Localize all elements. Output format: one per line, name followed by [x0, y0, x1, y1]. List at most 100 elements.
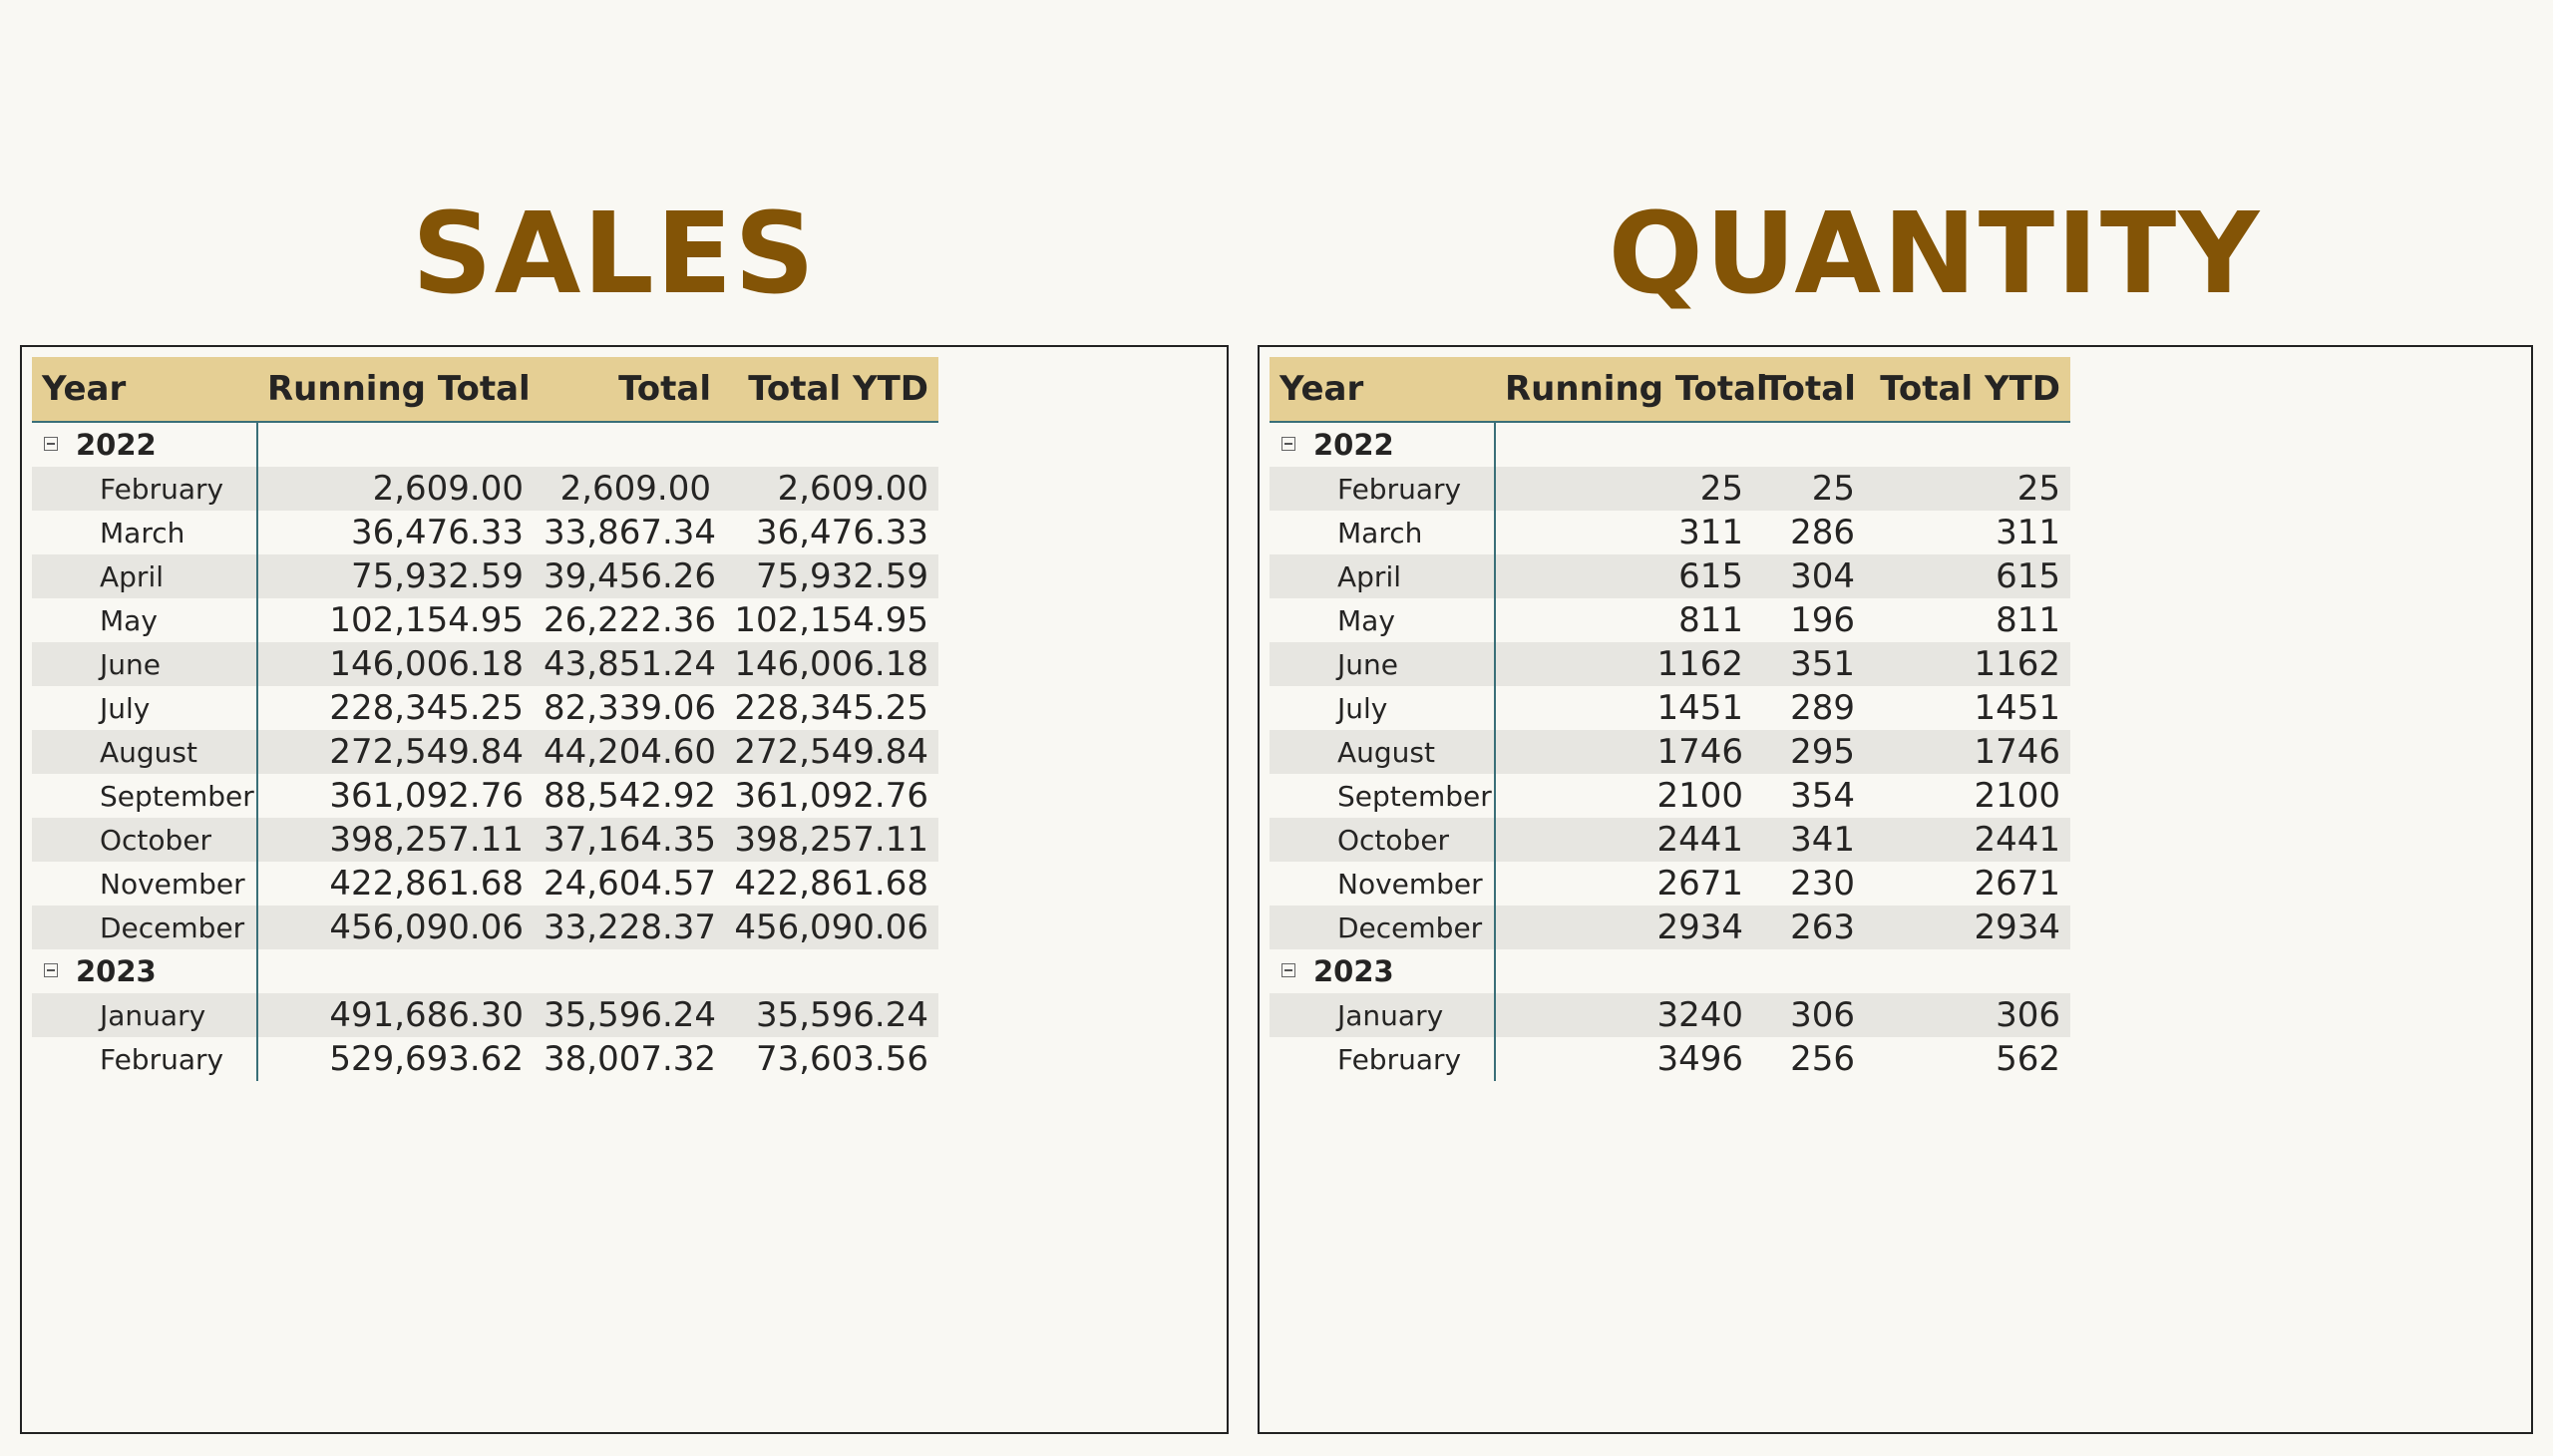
collapse-icon[interactable]: [1281, 437, 1295, 451]
value-cell-total-ytd: 811: [1996, 600, 2060, 640]
value-cell-running-total: 3240: [1495, 993, 1753, 1037]
month-label: May: [1270, 598, 1496, 642]
table-row: March 36,476.33 33,867.34 36,476.33: [32, 511, 938, 554]
table-row: September 361,092.76 88,542.92 361,092.76: [32, 774, 938, 818]
value-cell-total: 37,164.35: [534, 818, 721, 862]
value-cell-total: 351: [1753, 642, 1865, 686]
value-cell-running-total: 491,686.30: [257, 993, 534, 1037]
month-label: June: [1270, 642, 1496, 686]
year-subtotal-cell: [721, 949, 938, 993]
table-row: October 398,257.11 37,164.35 398,257.11: [32, 818, 938, 862]
value-cell-running-total: 2441: [1495, 818, 1753, 862]
value-cell-total-ytd: 36,476.33: [755, 513, 928, 552]
year-label: 2023: [1313, 954, 1394, 988]
month-label: January: [32, 993, 258, 1037]
value-cell-running-total: 361,092.76: [329, 776, 524, 816]
year-label: 2022: [1313, 428, 1394, 462]
value-cell-running-total: 25: [1495, 467, 1753, 511]
table-row: February 25 25 25: [1270, 467, 2070, 511]
table-row: April 75,932.59 39,456.26 75,932.59: [32, 554, 938, 598]
value-cell-total-ytd: 2671: [1974, 864, 2060, 904]
value-cell-total-ytd: 361,092.76: [734, 776, 928, 816]
month-label: February: [1270, 1037, 1496, 1081]
year-subtotal-cell: [534, 949, 721, 993]
value-cell-running-total: 456,090.06: [257, 906, 534, 949]
table-row: October 2441 341 2441: [1270, 818, 2070, 862]
column-header-year[interactable]: Year: [1270, 357, 1495, 423]
value-cell-total-ytd: 2,609.00: [721, 467, 938, 511]
value-cell-running-total: 36,476.33: [350, 513, 524, 552]
year-subtotal-cell: [1495, 422, 1753, 467]
year-subtotal-cell: [257, 422, 534, 467]
value-cell-total-ytd: 422,861.68: [734, 864, 928, 904]
month-label: July: [1270, 686, 1496, 730]
year-subtotal-cell: [534, 422, 721, 467]
month-label: September: [1270, 774, 1496, 818]
collapse-icon[interactable]: [44, 963, 58, 977]
column-header-running-total[interactable]: Running Total: [1495, 357, 1768, 423]
month-label: February: [32, 1037, 258, 1081]
sales-matrix: Year Running Total Total Total YTD 2022 Febru…: [32, 357, 938, 1081]
month-label: February: [32, 467, 258, 511]
value-cell-total-ytd: 228,345.25: [734, 688, 928, 728]
column-header-total-ytd[interactable]: Total YTD: [1865, 357, 2070, 423]
sales-title: SALES: [412, 189, 817, 319]
month-label: April: [1270, 554, 1496, 598]
value-cell-running-total: 1451: [1656, 688, 1743, 728]
value-cell-total: 286: [1790, 513, 1855, 552]
table-row: August 272,549.84 44,204.60 272,549.84: [32, 730, 938, 774]
column-header-total[interactable]: Total: [1753, 357, 1865, 423]
value-cell-total-ytd: 311: [1996, 513, 2060, 552]
year-subtotal-cell: [721, 422, 938, 467]
year-cell: 2022: [32, 422, 258, 467]
value-cell-total-ytd: 75,932.59: [721, 554, 938, 598]
value-cell-running-total: 1162: [1495, 642, 1753, 686]
header-row: Year Running Total Total Total YTD: [1270, 357, 2070, 423]
month-label: June: [32, 642, 258, 686]
quantity-matrix: Year Running Total Total Total YTD 2022 Febru…: [1270, 357, 2070, 1081]
column-header-running-total[interactable]: Running Total: [257, 357, 534, 423]
value-cell-total-ytd: 146,006.18: [721, 642, 938, 686]
year-cell: 2023: [1270, 949, 1496, 993]
year-subtotal-cell: [1753, 949, 1865, 993]
column-header-total[interactable]: Total: [534, 357, 721, 423]
collapse-icon[interactable]: [1281, 963, 1295, 977]
year-subtotal-cell: [257, 949, 534, 993]
value-cell-total-ytd: 1451: [1974, 688, 2060, 728]
value-cell-running-total: 272,549.84: [257, 730, 534, 774]
value-cell-total-ytd: 272,549.84: [721, 730, 938, 774]
value-cell-total: 44,204.60: [534, 730, 721, 774]
value-cell-total: 354: [1790, 776, 1855, 816]
year-cell: 2023: [32, 949, 258, 993]
month-label: November: [1270, 862, 1496, 906]
value-cell-total-ytd: 456,090.06: [721, 906, 938, 949]
value-cell-running-total: 422,861.68: [329, 864, 524, 904]
month-label: August: [32, 730, 258, 774]
table-row: July 1451 289 1451: [1270, 686, 2070, 730]
table-row: November 422,861.68 24,604.57 422,861.68: [32, 862, 938, 906]
value-cell-total: 39,456.26: [534, 554, 721, 598]
year-label: 2022: [76, 428, 157, 462]
year-row: 2023: [1270, 949, 2070, 993]
column-header-total-ytd[interactable]: Total YTD: [721, 357, 938, 423]
value-cell-total: 2,609.00: [534, 467, 721, 511]
value-cell-running-total: 2100: [1656, 776, 1743, 816]
table-row: May 811 196 811: [1270, 598, 2070, 642]
table-row: November 2671 230 2671: [1270, 862, 2070, 906]
value-cell-total: 304: [1753, 554, 1865, 598]
value-cell-total-ytd: 615: [1865, 554, 2070, 598]
value-cell-running-total: 311: [1678, 513, 1743, 552]
value-cell-running-total: 2934: [1495, 906, 1753, 949]
sales-matrix-visual[interactable]: Year Running Total Total Total YTD 2022 Febru…: [20, 345, 1229, 1434]
value-cell-total: 196: [1790, 600, 1855, 640]
collapse-icon[interactable]: [44, 437, 58, 451]
value-cell-running-total: 102,154.95: [329, 600, 524, 640]
quantity-title: QUANTITY: [1608, 189, 2262, 319]
month-label: September: [32, 774, 258, 818]
month-label: October: [1270, 818, 1496, 862]
quantity-matrix-visual[interactable]: Year Running Total Total Total YTD 2022 Febru…: [1258, 345, 2533, 1434]
value-cell-total: 38,007.32: [544, 1039, 717, 1079]
year-subtotal-cell: [1495, 949, 1753, 993]
value-cell-total: 43,851.24: [534, 642, 721, 686]
column-header-year[interactable]: Year: [32, 357, 257, 423]
